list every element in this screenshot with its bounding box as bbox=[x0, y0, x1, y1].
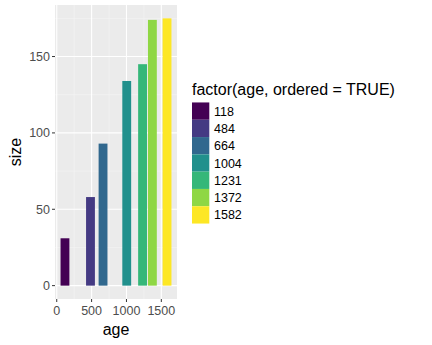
tick-label: 500 bbox=[81, 304, 102, 318]
tick-label: 100 bbox=[29, 126, 50, 140]
bar bbox=[148, 20, 157, 286]
bar bbox=[122, 81, 131, 286]
bar bbox=[99, 144, 108, 286]
grid-line bbox=[55, 285, 177, 286]
legend: factor(age, ordered = TRUE) 118 484 664 1004… bbox=[192, 81, 395, 223]
bars bbox=[61, 18, 172, 285]
legend-label: 484 bbox=[214, 122, 235, 136]
legend-label: 1582 bbox=[214, 208, 242, 222]
minor-grid-line bbox=[55, 94, 177, 95]
bar bbox=[86, 197, 95, 286]
chart-container: 050100150050010001500agesizefactor(age, … bbox=[0, 0, 432, 345]
legend-key bbox=[192, 172, 209, 189]
minor-grid-line bbox=[109, 5, 110, 299]
legend-label: 1004 bbox=[214, 157, 242, 171]
legend-title: factor(age, ordered = TRUE) bbox=[192, 81, 395, 98]
grid-line bbox=[56, 5, 57, 299]
tick bbox=[56, 299, 57, 302]
legend-key bbox=[192, 102, 209, 119]
panel-background bbox=[55, 5, 177, 299]
legend-key bbox=[192, 154, 209, 171]
tick-label: 50 bbox=[36, 203, 50, 217]
tick-label: 1000 bbox=[113, 304, 141, 318]
tick bbox=[52, 56, 55, 57]
grid-line bbox=[55, 132, 177, 133]
minor-grid-line bbox=[74, 5, 75, 299]
legend-key bbox=[192, 137, 209, 154]
tick bbox=[52, 209, 55, 210]
legend-label: 1372 bbox=[214, 191, 242, 205]
grid-line bbox=[161, 5, 162, 299]
legend-key bbox=[192, 120, 209, 137]
tick bbox=[52, 132, 55, 133]
grid-line bbox=[55, 209, 177, 210]
tick-label: 0 bbox=[43, 279, 50, 293]
y-axis-title: size bbox=[7, 138, 24, 167]
minor-grid-line bbox=[55, 18, 177, 19]
bar bbox=[61, 238, 70, 285]
tick bbox=[52, 285, 55, 286]
tick bbox=[161, 299, 162, 302]
tick bbox=[126, 299, 127, 302]
minor-grid-line bbox=[55, 247, 177, 248]
bar bbox=[138, 64, 147, 285]
tick bbox=[91, 299, 92, 302]
tick-label: 1500 bbox=[147, 304, 175, 318]
grid-line bbox=[55, 56, 177, 57]
bar bbox=[163, 18, 172, 285]
minor-grid-line bbox=[55, 171, 177, 172]
legend-label: 1231 bbox=[214, 174, 242, 188]
legend-label: 664 bbox=[214, 139, 235, 153]
legend-label: 118 bbox=[214, 105, 234, 119]
tick-label: 0 bbox=[53, 304, 60, 318]
legend-key bbox=[192, 206, 209, 223]
x-axis-title: age bbox=[103, 321, 130, 338]
tick-label: 150 bbox=[29, 50, 50, 64]
chart-svg: 050100150050010001500agesizefactor(age, … bbox=[0, 0, 432, 345]
legend-key bbox=[192, 189, 209, 206]
